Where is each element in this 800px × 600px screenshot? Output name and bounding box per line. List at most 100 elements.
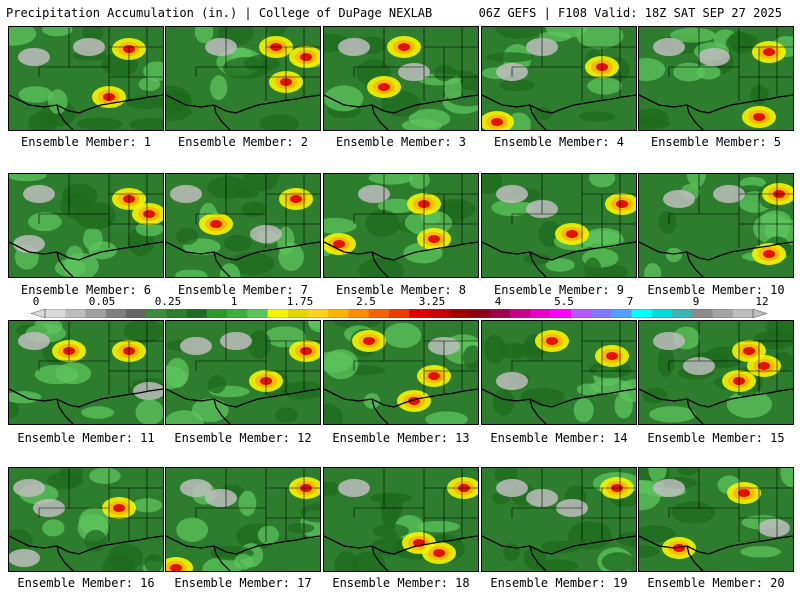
heavy-precip-area <box>753 113 765 121</box>
precip-patch <box>462 345 478 370</box>
ensemble-map-panel <box>481 320 637 425</box>
precip-map <box>166 321 320 424</box>
precip-patch <box>129 118 163 130</box>
ensemble-map-panel <box>323 173 479 278</box>
colorbar-left-arrow <box>31 309 46 318</box>
precip-patch <box>649 406 696 423</box>
colorbar-swatch <box>611 309 632 318</box>
coastline <box>213 104 231 130</box>
precip-patch <box>384 322 422 348</box>
precip-patch <box>83 227 103 251</box>
colorbar-swatch <box>591 309 612 318</box>
precip-map <box>324 27 478 130</box>
colorbar-swatch <box>732 309 754 318</box>
dry-area <box>205 489 237 507</box>
precip-patch <box>495 27 543 39</box>
precip-patch <box>324 403 344 424</box>
precip-patch <box>334 551 359 571</box>
precip-map <box>9 27 163 130</box>
heavy-precip-area <box>170 564 182 571</box>
coastline <box>213 545 231 571</box>
precip-patch <box>42 27 73 37</box>
dry-area <box>180 479 212 497</box>
precip-patch <box>34 364 79 385</box>
precip-patch <box>377 198 416 214</box>
colorbar-swatch <box>85 309 106 318</box>
ensemble-member-caption: Ensemble Member: 2 <box>177 135 309 149</box>
precip-patch <box>482 174 503 195</box>
precip-patch <box>324 85 364 112</box>
colorbar-tick-label: 0 <box>32 295 40 308</box>
precip-patch <box>308 321 320 333</box>
precip-patch <box>176 517 209 542</box>
ensemble-member-caption: Ensemble Member: 6 <box>20 283 152 297</box>
ensemble-map-panel <box>165 26 321 131</box>
precip-patch <box>324 481 341 496</box>
precip-map <box>166 468 320 571</box>
dry-area <box>663 190 695 208</box>
precip-patch <box>425 411 468 424</box>
ensemble-map-panel <box>481 26 637 131</box>
ensemble-map-panel <box>8 467 164 572</box>
coastline <box>9 241 163 261</box>
dry-area <box>683 357 715 375</box>
colorbar-tick-label: 5.5 <box>554 295 574 308</box>
colorbar <box>31 309 767 318</box>
colorbar-swatch <box>510 309 531 318</box>
precip-patch <box>286 523 315 534</box>
dry-area <box>338 38 370 56</box>
heavy-precip-area <box>606 352 618 360</box>
precip-patch <box>42 519 65 537</box>
run-info: 06Z GEFS | F108 Valid: 18Z SAT SEP 27 20… <box>478 6 782 20</box>
ensemble-member-caption: Ensemble Member: 1 <box>20 135 152 149</box>
precip-map <box>482 27 636 130</box>
ensemble-member-caption: Ensemble Member: 12 <box>174 431 312 445</box>
coastline <box>56 251 74 277</box>
coastline <box>482 535 636 555</box>
dry-area <box>180 337 212 355</box>
precip-patch <box>135 220 163 237</box>
coastline <box>686 398 704 424</box>
precip-map <box>166 27 320 130</box>
heavy-precip-area <box>300 53 312 61</box>
precip-patch <box>589 361 632 379</box>
precip-patch <box>219 263 241 277</box>
precip-patch <box>486 52 535 63</box>
precip-patch <box>84 529 107 552</box>
precip-map <box>639 174 793 277</box>
ensemble-member-caption: Ensemble Member: 13 <box>332 431 470 445</box>
heavy-precip-area <box>546 337 558 345</box>
precip-patch <box>135 399 163 424</box>
precip-patch <box>639 58 666 81</box>
precip-map <box>482 321 636 424</box>
ensemble-member-caption: Ensemble Member: 16 <box>17 576 155 590</box>
precip-patch <box>368 174 414 185</box>
coastline <box>9 94 163 114</box>
precip-patch <box>484 334 506 364</box>
heavy-precip-area <box>433 549 445 557</box>
precip-patch <box>642 387 668 404</box>
precip-patch <box>324 217 357 234</box>
heavy-precip-area <box>210 220 222 228</box>
ensemble-member-caption: Ensemble Member: 17 <box>174 576 312 590</box>
ensemble-member-caption: Ensemble Member: 5 <box>650 135 782 149</box>
dry-area <box>205 38 237 56</box>
ensemble-map-panel <box>481 173 637 278</box>
dry-area <box>23 185 55 203</box>
precip-patch <box>673 62 705 82</box>
colorbar-tick-label: 7 <box>626 295 634 308</box>
colorbar-swatch <box>166 309 187 318</box>
ensemble-map-panel <box>638 467 794 572</box>
colorbar-swatch <box>45 309 66 318</box>
precip-patch <box>275 407 298 423</box>
colorbar-swatch <box>267 309 289 318</box>
coastline <box>482 94 636 114</box>
colorbar-swatch <box>651 309 673 318</box>
precip-patch <box>233 554 254 570</box>
precip-patch <box>507 112 531 130</box>
ensemble-map-panel <box>638 320 794 425</box>
ensemble-member-caption: Ensemble Member: 11 <box>17 431 155 445</box>
coastline <box>166 535 320 555</box>
colorbar-swatch <box>206 309 228 318</box>
precip-patch <box>492 389 515 416</box>
